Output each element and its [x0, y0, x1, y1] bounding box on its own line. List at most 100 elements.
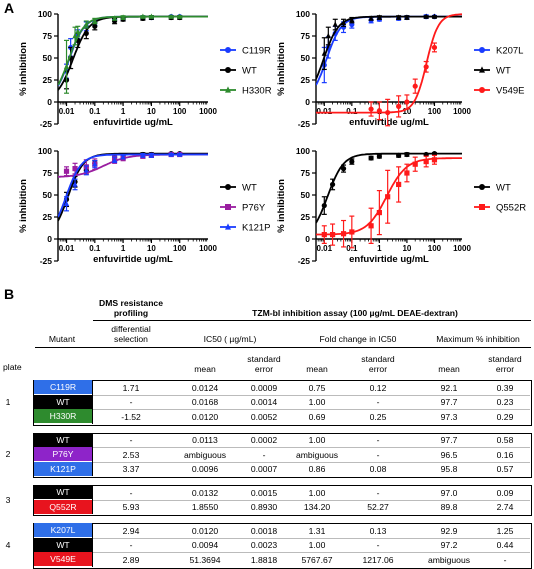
data-point: [325, 32, 331, 39]
data-point: [83, 21, 89, 27]
cell-max-mean: 97.7: [440, 435, 458, 445]
cell-fc-mean: 5767.67: [301, 554, 333, 565]
y-tick-label: 50: [43, 53, 53, 63]
cell-fc-mean: 1.00: [308, 540, 326, 550]
header-dms-line1: DMS resistance: [98, 298, 164, 308]
y-tick-label: 50: [43, 190, 53, 200]
data-point: [412, 161, 418, 167]
cell-fc-se: 0.25: [369, 411, 387, 422]
row-rule: [93, 447, 530, 448]
group-divider: [92, 432, 93, 476]
data-point: [72, 181, 78, 187]
y-tick-label: 50: [301, 53, 311, 63]
y-tick-label: 100: [296, 9, 310, 19]
row-rule: [93, 461, 530, 463]
x-tick-label: 0.01: [317, 107, 333, 116]
data-point: [431, 44, 438, 51]
legend-label: WT: [242, 66, 257, 77]
header-max-se-1: standard: [488, 354, 522, 364]
series-wt: WT: [316, 151, 511, 224]
legend-label: H330R: [242, 86, 272, 97]
legend-marker: [225, 86, 231, 93]
group-divider: [92, 485, 93, 514]
y-tick-label: 75: [43, 168, 53, 178]
data-point: [72, 166, 78, 172]
cell-ic-se: 0.0002: [250, 435, 278, 445]
data-point: [340, 19, 347, 25]
x-tick-label: 10: [147, 244, 156, 253]
data-point: [83, 167, 89, 173]
data-point: [329, 232, 336, 238]
cell-ic-mean: 0.0132: [191, 487, 219, 498]
header-fc-se-2: error: [368, 364, 388, 374]
plate-group-box: [33, 380, 532, 426]
cell-ic-mean: 0.0113: [192, 435, 218, 445]
cell-fc-se: -: [376, 435, 380, 445]
legend-label: WT: [496, 66, 511, 77]
data-point: [376, 14, 382, 20]
cell-ic-mean: 51.3694: [189, 554, 221, 565]
cell-diff: 5.93: [122, 502, 140, 512]
header-max-se-2: error: [495, 364, 515, 374]
data-point: [385, 109, 391, 116]
cell-max-mean: 97.7: [440, 397, 458, 407]
cell-ic-se: 1.8818: [250, 554, 278, 565]
plate-number: 3: [5, 494, 11, 505]
series-k121p: K121P: [58, 151, 271, 234]
cell-ic-mean: 0.0120: [191, 525, 219, 536]
fit-curve: [316, 157, 462, 236]
data-point: [349, 158, 355, 165]
cell-diff: 3.37: [122, 464, 140, 474]
data-point: [63, 200, 70, 206]
y-tick-label: 0: [305, 234, 310, 244]
data-point: [340, 231, 347, 237]
fit-curve: [58, 152, 208, 222]
y-axis-label: % inhibition: [18, 179, 29, 233]
series-p76y: P76Y: [58, 151, 266, 214]
chart-1: 100 75 50 25 0 -25 0.01 0.1 1 10 100 1000 enfuvirtid…: [18, 9, 272, 129]
group-divider: [92, 380, 93, 424]
legend-label: C119R: [242, 46, 271, 57]
cell-max-se: 0.58: [496, 435, 514, 445]
y-tick-label: 100: [38, 146, 52, 156]
cell-max-mean: 96.5: [440, 449, 458, 460]
y-axis-label: % inhibition: [276, 42, 287, 96]
cell-fc-se: 0.08: [369, 464, 387, 474]
y-tick-label: 75: [43, 31, 53, 41]
legend-marker: [225, 184, 231, 190]
cell-fc-mean: 1.00: [308, 435, 326, 445]
data-point: [349, 16, 355, 23]
plate-number: 1: [5, 396, 11, 407]
cell-ic-mean: 0.0168: [191, 397, 219, 407]
legend-marker: [479, 184, 485, 190]
cell-ic-se: 0.0014: [250, 397, 278, 407]
data-point: [423, 158, 429, 165]
data-point: [404, 99, 410, 105]
cell-fc-mean: 134.20: [303, 502, 331, 512]
row-rule: [93, 537, 530, 539]
cell-fc-se: 1217.06: [362, 554, 394, 565]
mutant-cell: WT: [34, 485, 92, 500]
legend-label: K207L: [496, 46, 523, 57]
x-tick-label: 10: [147, 107, 156, 116]
data-point: [177, 13, 183, 19]
cell-ic-mean: 1.8550: [191, 502, 219, 512]
cell-diff: 2.89: [122, 554, 140, 565]
cell-ic-se: 0.0018: [250, 525, 278, 536]
chart-3: 100 75 50 25 0 -25 0.01 0.1 1 10 100 1000 enfuvirtid…: [18, 146, 271, 266]
data-point: [168, 13, 174, 19]
data-point: [111, 156, 118, 162]
x-tick-label: 0.01: [317, 244, 333, 253]
header-diff-line1: differential: [111, 324, 151, 334]
header-tzm: TZM-bl inhibition assay (100 µg/mL DEAE-…: [252, 308, 458, 318]
data-point: [148, 152, 155, 158]
cell-fc-mean: 0.69: [308, 411, 326, 422]
data-point: [396, 152, 402, 158]
row-rule: [93, 394, 530, 396]
fit-curve: [58, 15, 208, 87]
header-max-mean: mean: [438, 364, 460, 374]
data-point: [120, 14, 126, 20]
data-point: [349, 229, 355, 235]
header-fc-mean: mean: [306, 364, 328, 374]
